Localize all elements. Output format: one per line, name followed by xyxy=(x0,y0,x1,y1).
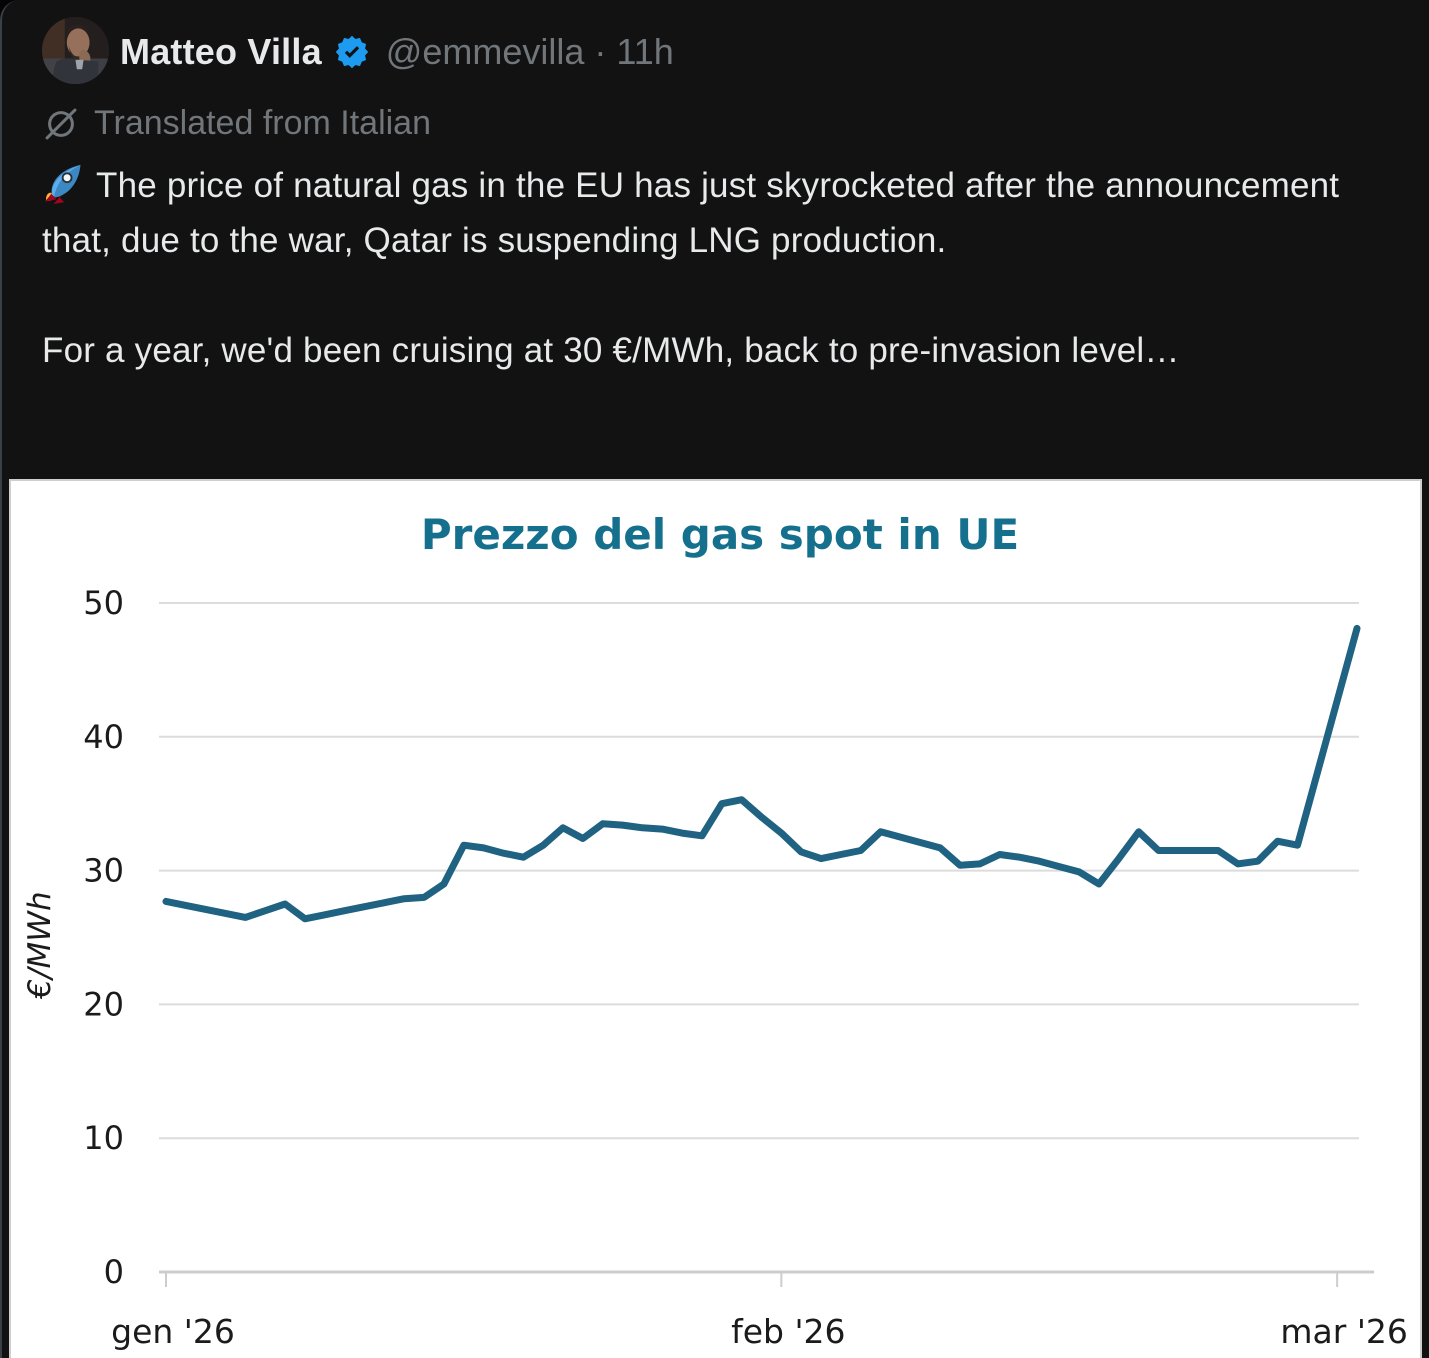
y-tick-label: 30 xyxy=(83,852,124,890)
tweet-paragraph-1: The price of natural gas in the EU has j… xyxy=(42,158,1407,268)
chart-title: Prezzo del gas spot in UE xyxy=(421,510,1019,559)
separator-dot: · xyxy=(594,31,607,72)
translated-row: Translated from Italian xyxy=(42,104,431,143)
display-name[interactable]: Matteo Villa xyxy=(120,31,322,72)
x-tick-label: gen '26 xyxy=(111,1312,235,1351)
chart-image[interactable]: 0 10 20 30 40 50 gen '26 feb '26 mar '26 €/MWh Pre… xyxy=(9,479,1422,1358)
tweet-text-2: For a year, we'd been cruising at 30 €/M… xyxy=(42,331,1180,370)
y-tick-label: 10 xyxy=(83,1119,124,1157)
tweet-paragraph-2: For a year, we'd been cruising at 30 €/M… xyxy=(42,323,1407,378)
translate-icon xyxy=(45,108,77,139)
avatar[interactable] xyxy=(42,17,109,84)
tweet-text: The price of natural gas in the EU has j… xyxy=(42,158,1407,378)
verified-badge-icon xyxy=(335,35,368,69)
rocket-emoji-icon xyxy=(44,164,81,204)
translated-label: Translated from Italian xyxy=(94,104,431,142)
y-tick-label: 20 xyxy=(83,985,124,1023)
user-handle[interactable]: @emmevilla xyxy=(385,31,585,72)
price-line xyxy=(162,624,1361,923)
tweet-text-1: The price of natural gas in the EU has j… xyxy=(42,166,1340,260)
y-tick-label: 40 xyxy=(83,718,124,756)
y-tick-label: 0 xyxy=(104,1253,124,1291)
y-axis-label: €/MWh xyxy=(22,891,58,999)
x-tick-label: feb '26 xyxy=(731,1312,845,1351)
x-tick-label: mar '26 xyxy=(1280,1312,1408,1351)
avatar-photo xyxy=(42,17,109,84)
y-tick-label: 50 xyxy=(83,584,124,622)
gas-price-chart: 0 10 20 30 40 50 gen '26 feb '26 mar '26 €/MWh Pre… xyxy=(22,510,1408,1351)
author-row: Matteo Villa @emmevilla · 11h xyxy=(120,30,674,74)
timestamp[interactable]: 11h xyxy=(616,31,674,72)
